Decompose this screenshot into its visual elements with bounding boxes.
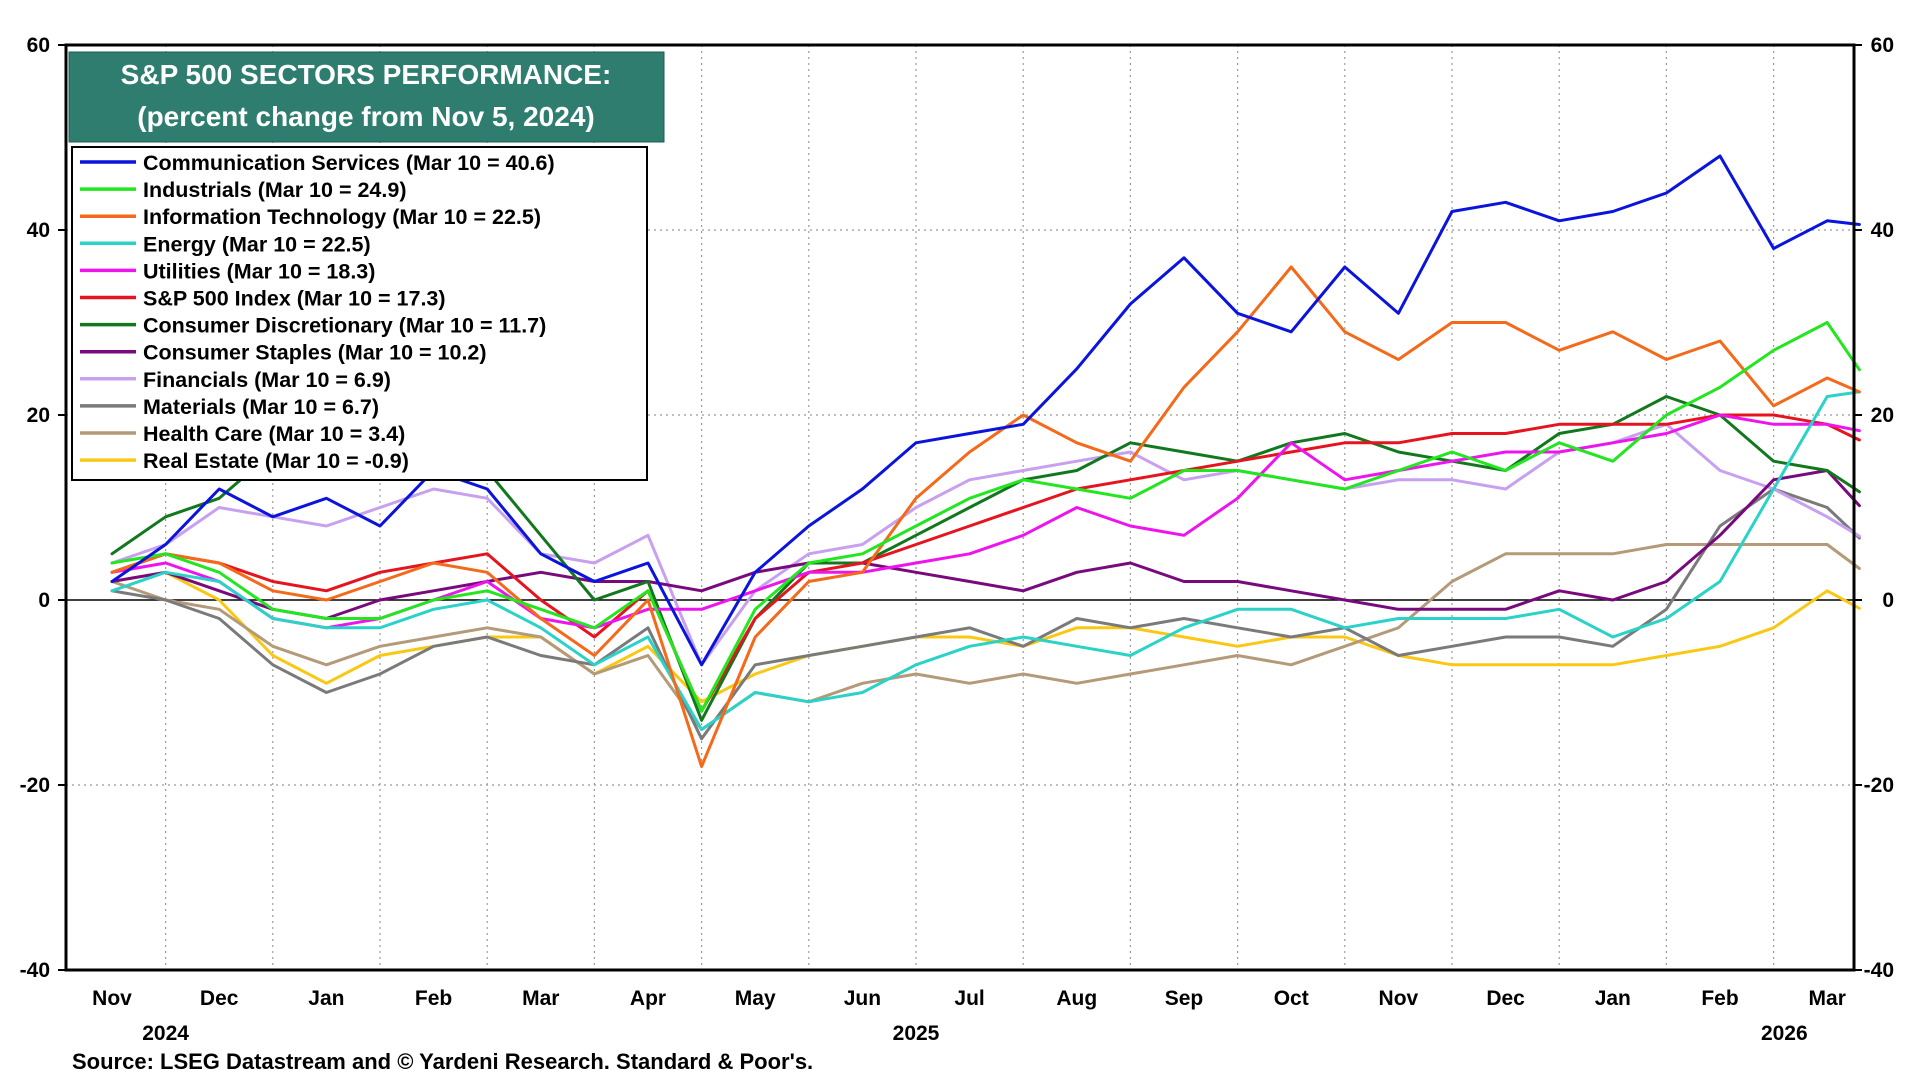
x-tick-label: Mar xyxy=(522,987,559,1010)
y-tick-label: 40 xyxy=(27,219,50,242)
legend-label: Utilities (Mar 10 = 18.3) xyxy=(143,259,375,283)
legend-item: Communication Services (Mar 10 = 40.6) xyxy=(80,151,555,175)
year-labels: 2024 2025 2026 xyxy=(142,1022,1807,1045)
chart-title: S&P 500 SECTORS PERFORMANCE: xyxy=(121,59,612,90)
legend-label: Real Estate (Mar 10 = -0.9) xyxy=(143,449,409,473)
x-tick-label: Dec xyxy=(1486,987,1525,1010)
y-tick-label: -20 xyxy=(20,774,50,797)
year-label: 2026 xyxy=(1761,1022,1808,1045)
legend-label: Industrials (Mar 10 = 24.9) xyxy=(143,178,406,202)
series-line xyxy=(110,321,1861,713)
x-tick-label: Oct xyxy=(1274,987,1309,1010)
x-tick-label: Nov xyxy=(1379,987,1419,1010)
legend-item: Energy (Mar 10 = 22.5) xyxy=(80,232,371,256)
legend-item: Consumer Staples (Mar 10 = 10.2) xyxy=(80,341,487,365)
legend-item: Consumer Discretionary (Mar 10 = 11.7) xyxy=(80,314,546,338)
legend-label: Consumer Staples (Mar 10 = 10.2) xyxy=(143,341,487,365)
x-tick-label: Dec xyxy=(200,987,239,1010)
x-tick-label: Aug xyxy=(1056,987,1097,1010)
y-axis-right: 60 40 20 0 -20 -40 xyxy=(1854,34,1894,982)
y-tick-label: 0 xyxy=(1882,589,1894,612)
x-tick-label: Feb xyxy=(1701,987,1738,1010)
legend-item: Industrials (Mar 10 = 24.9) xyxy=(80,178,406,202)
y-tick-label: 40 xyxy=(1871,219,1894,242)
series-line xyxy=(110,265,1861,768)
y-axis-left: 60 40 20 0 -20 -40 xyxy=(20,34,66,982)
year-label: 2024 xyxy=(142,1022,189,1045)
series-line xyxy=(110,390,1861,731)
x-tick-label: Mar xyxy=(1809,987,1846,1010)
legend-label: Information Technology (Mar 10 = 22.5) xyxy=(143,205,541,229)
x-tick-label: May xyxy=(735,987,776,1010)
y-tick-label: -40 xyxy=(20,959,50,982)
title-box: S&P 500 SECTORS PERFORMANCE: (percent ch… xyxy=(68,51,665,143)
legend-label: Energy (Mar 10 = 22.5) xyxy=(143,232,371,256)
y-tick-label: -40 xyxy=(1864,959,1894,982)
legend-label: S&P 500 Index (Mar 10 = 17.3) xyxy=(143,287,446,311)
x-tick-label: Jun xyxy=(844,987,881,1010)
y-tick-label: 20 xyxy=(1871,404,1894,427)
y-tick-label: 20 xyxy=(27,404,50,427)
series-line xyxy=(110,469,1861,620)
legend-item: Utilities (Mar 10 = 18.3) xyxy=(80,259,375,283)
legend-label: Materials (Mar 10 = 6.7) xyxy=(143,395,379,419)
series-line xyxy=(110,487,1861,741)
legend-item: Financials (Mar 10 = 6.9) xyxy=(80,368,391,392)
y-tick-label: -20 xyxy=(1864,774,1894,797)
legend-label: Health Care (Mar 10 = 3.4) xyxy=(143,422,405,446)
legend-item: Materials (Mar 10 = 6.7) xyxy=(80,395,379,419)
x-tick-label: Jan xyxy=(308,987,344,1010)
x-tick-label: Jan xyxy=(1595,987,1631,1010)
y-tick-label: 0 xyxy=(38,589,50,612)
year-label: 2025 xyxy=(893,1022,940,1045)
x-tick-label: Apr xyxy=(630,987,666,1010)
legend-item: Real Estate (Mar 10 = -0.9) xyxy=(80,449,409,473)
series-line xyxy=(110,154,1861,667)
x-tick-label: Sep xyxy=(1165,987,1204,1010)
chart-subtitle: (percent change from Nov 5, 2024) xyxy=(137,101,594,132)
x-axis: Nov Dec Jan Feb Mar Apr May Jun Jul Aug Sep Oct Nov D… xyxy=(92,987,1846,1010)
source-note: Source: LSEG Datastream and © Yardeni Re… xyxy=(72,1049,813,1074)
x-tick-label: Feb xyxy=(415,987,452,1010)
series-line xyxy=(110,543,1861,731)
legend-box xyxy=(71,146,648,481)
y-tick-label: 60 xyxy=(1871,34,1894,57)
legend-item: Health Care (Mar 10 = 3.4) xyxy=(80,422,405,446)
plot-frame xyxy=(64,43,1856,972)
series-line xyxy=(110,570,1861,704)
series-line xyxy=(110,413,1861,713)
legend-item: S&P 500 Index (Mar 10 = 17.3) xyxy=(80,287,446,311)
legend-label: Consumer Discretionary (Mar 10 = 11.7) xyxy=(143,314,546,338)
x-tick-label: Jul xyxy=(954,987,984,1010)
y-tick-label: 60 xyxy=(27,34,50,57)
legend: Communication Services (Mar 10 = 40.6) In… xyxy=(71,146,648,481)
legend-label: Financials (Mar 10 = 6.9) xyxy=(143,368,391,392)
x-tick-label: Nov xyxy=(92,987,132,1010)
legend-label: Communication Services (Mar 10 = 40.6) xyxy=(143,151,555,175)
legend-item: Information Technology (Mar 10 = 22.5) xyxy=(80,205,541,229)
